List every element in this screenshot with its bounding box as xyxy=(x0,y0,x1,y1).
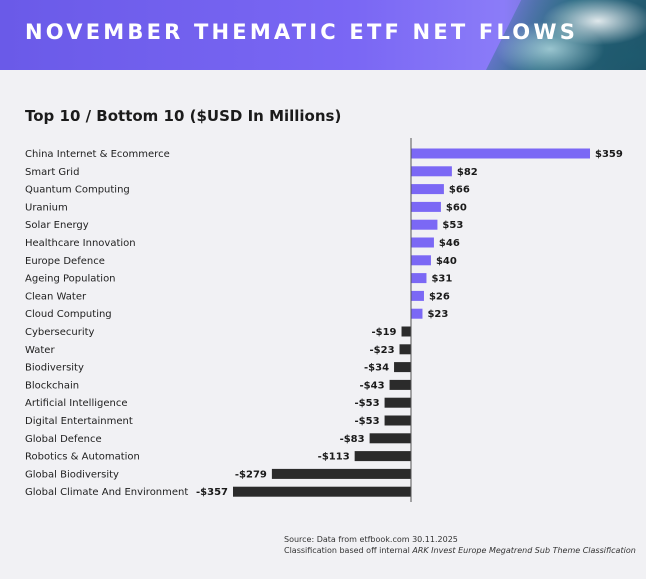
data-label: -$279 xyxy=(235,469,267,480)
data-label: -$43 xyxy=(360,380,385,391)
data-label: $66 xyxy=(449,185,470,196)
negative-bar xyxy=(369,433,411,444)
negative-bar xyxy=(384,397,411,408)
negative-bar xyxy=(384,415,411,426)
positive-bar xyxy=(411,308,423,319)
negative-bar xyxy=(354,451,411,462)
negative-bar xyxy=(389,379,411,390)
data-label: $359 xyxy=(595,149,623,160)
positive-bar xyxy=(411,237,434,248)
data-label: -$23 xyxy=(370,345,395,356)
data-label: -$83 xyxy=(340,434,365,445)
negative-bar xyxy=(232,486,411,497)
positive-bar xyxy=(411,166,452,177)
data-label: $26 xyxy=(429,291,450,302)
negative-bar xyxy=(271,468,411,479)
category-label: Global Defence xyxy=(25,434,102,445)
category-label: Robotics & Automation xyxy=(25,452,140,463)
data-label: $40 xyxy=(436,256,457,267)
category-label: Blockchain xyxy=(25,380,79,391)
category-label: Cybersecurity xyxy=(25,327,95,338)
classification-prefix: Classification based off internal xyxy=(284,546,410,555)
data-label: -$34 xyxy=(364,363,389,374)
data-label: $82 xyxy=(457,167,478,178)
data-label: -$53 xyxy=(355,398,380,409)
positive-bar xyxy=(411,290,424,301)
positive-bar xyxy=(411,255,431,266)
category-label: Europe Defence xyxy=(25,256,105,267)
positive-bar xyxy=(411,148,590,159)
category-label: Biodiversity xyxy=(25,363,84,374)
category-label: Ageing Population xyxy=(25,274,116,285)
category-label: China Internet & Ecommerce xyxy=(25,149,170,160)
category-label: Healthcare Innovation xyxy=(25,238,136,249)
data-label: -$357 xyxy=(196,487,228,498)
chart-title: Top 10 / Bottom 10 ($USD In Millions) xyxy=(25,107,342,125)
data-label: $53 xyxy=(442,220,463,231)
category-label: Global Biodiversity xyxy=(25,469,119,480)
category-label: Digital Entertainment xyxy=(25,416,133,427)
source-line: Source: Data from etfbook.com 30.11.2025 xyxy=(284,535,458,544)
positive-bar xyxy=(411,219,438,230)
negative-bar xyxy=(401,326,411,337)
category-label: Uranium xyxy=(25,202,68,213)
category-label: Water xyxy=(25,345,55,356)
category-label: Quantum Computing xyxy=(25,185,130,196)
negative-bar xyxy=(399,344,411,355)
category-label: Artificial Intelligence xyxy=(25,398,128,409)
data-label: $60 xyxy=(446,202,467,213)
positive-bar xyxy=(411,273,427,284)
category-label: Smart Grid xyxy=(25,167,79,178)
header-banner: NOVEMBER THEMATIC ETF NET FLOWS xyxy=(0,0,646,70)
category-label: Solar Energy xyxy=(25,220,89,231)
positive-bar xyxy=(411,184,444,195)
category-label: Clean Water xyxy=(25,291,87,302)
data-label: $46 xyxy=(439,238,460,249)
page-title: NOVEMBER THEMATIC ETF NET FLOWS xyxy=(25,20,579,44)
data-label: -$113 xyxy=(318,452,350,463)
data-label: -$19 xyxy=(371,327,396,338)
negative-bar xyxy=(394,362,411,373)
data-label: -$53 xyxy=(355,416,380,427)
category-label: Cloud Computing xyxy=(25,309,112,320)
data-label: $23 xyxy=(427,309,448,320)
positive-bar xyxy=(411,201,441,212)
category-label: Global Climate And Environment xyxy=(25,487,188,498)
classification-line: Classification based off internal ARK In… xyxy=(284,545,636,556)
data-label: $31 xyxy=(431,274,452,285)
classification-emphasis: ARK Invest Europe Megatrend Sub Theme Cl… xyxy=(412,546,636,555)
source-note: Source: Data from etfbook.com 30.11.2025… xyxy=(284,534,636,556)
